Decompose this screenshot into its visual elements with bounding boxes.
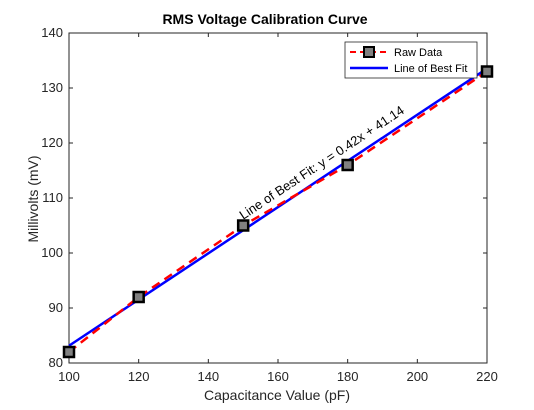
legend: Raw Data Line of Best Fit	[344, 41, 478, 79]
y-tick-label: 140	[41, 25, 63, 40]
x-tick-label: 200	[406, 369, 428, 384]
raw-data-point	[341, 158, 354, 172]
plot-area: 100 120 140 160 180 200 220 80 90 100 110 120 130 14…	[41, 25, 498, 384]
x-tick-label: 140	[197, 369, 219, 384]
x-axis-ticks: 100 120 140 160 180 200 220	[58, 33, 498, 384]
raw-data-point	[132, 290, 145, 304]
legend-raw-label: Raw Data	[394, 47, 443, 59]
y-tick-label: 130	[41, 80, 63, 95]
x-tick-label: 180	[337, 369, 359, 384]
y-tick-label: 80	[49, 355, 63, 370]
legend-raw-marker	[363, 46, 375, 58]
x-axis-label: Capacitance Value (pF)	[204, 387, 350, 403]
x-tick-label: 120	[128, 369, 150, 384]
x-tick-label: 220	[476, 369, 498, 384]
series-layer	[62, 65, 494, 359]
y-tick-label: 120	[41, 135, 63, 150]
y-axis-label: Millivolts (mV)	[25, 155, 41, 242]
x-tick-label: 160	[267, 369, 289, 384]
chart-title: RMS Voltage Calibration Curve	[162, 11, 367, 27]
y-axis-ticks: 80 90 100 110 120 130 140	[41, 25, 487, 370]
x-tick-label: 100	[58, 369, 80, 384]
y-tick-label: 110	[42, 190, 63, 205]
legend-fit-label: Line of Best Fit	[394, 63, 467, 75]
y-tick-label: 100	[41, 245, 63, 260]
plot-frame	[68, 32, 488, 364]
raw-data-point	[480, 65, 494, 78]
raw-data-point	[236, 219, 250, 232]
y-tick-label: 90	[49, 300, 63, 315]
raw-data-point	[62, 345, 76, 359]
